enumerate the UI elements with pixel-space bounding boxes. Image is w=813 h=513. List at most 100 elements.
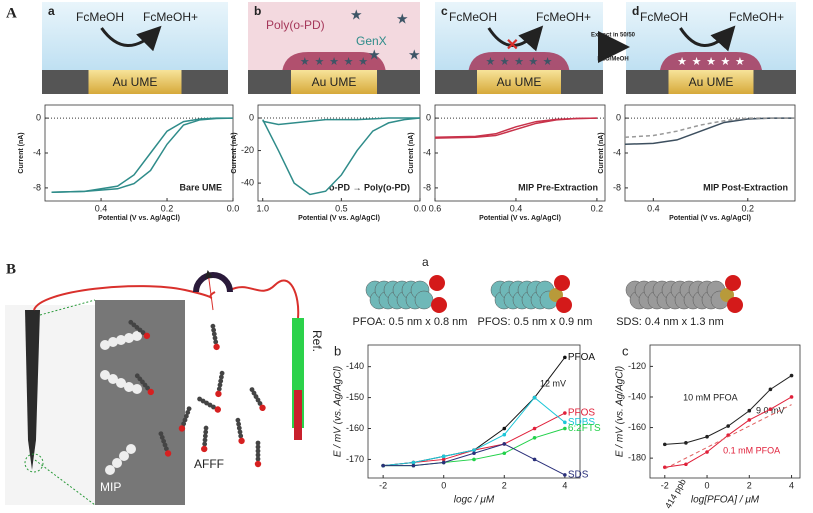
atom: [255, 456, 261, 462]
atom: [211, 404, 216, 410]
atom: [207, 402, 213, 408]
annotation: o-PD → Poly(o-PD): [329, 182, 410, 192]
template-star: ★: [408, 47, 421, 63]
marker: [563, 473, 567, 477]
y-tick-label: -160: [346, 423, 364, 433]
y-axis-title: Current (nA): [408, 132, 415, 173]
series-label: PFOA: [568, 352, 596, 363]
x-tick-label: -2: [661, 480, 669, 490]
x-tick-label: 1.0: [256, 203, 269, 213]
x-axis-title: Potential (V vs. Ag/AgCl): [479, 215, 561, 222]
marker: [441, 457, 446, 462]
marker: [532, 435, 537, 440]
template-star: ★: [396, 11, 409, 27]
mip-label: MIP: [100, 480, 121, 494]
series-label: 6:2FTS: [568, 423, 601, 434]
y-axis-title: Current (nA): [598, 132, 605, 173]
x-tick-label: 0.4: [510, 203, 523, 213]
electrode-label: Au UME: [113, 75, 158, 89]
reactant: FcMeOH: [449, 10, 497, 24]
marker: [705, 450, 709, 454]
head: [201, 445, 208, 453]
atom: [251, 390, 257, 396]
template-star: ★: [314, 56, 324, 68]
atom: [255, 448, 261, 454]
atom: [185, 410, 191, 415]
head: [429, 275, 445, 291]
plot-frame: [257, 104, 421, 202]
series-line: [262, 117, 420, 126]
reactant: FcMeOH: [76, 10, 124, 24]
panel-label: a: [48, 4, 55, 18]
atom: [218, 374, 224, 380]
atom: [212, 335, 218, 341]
electrode-label: Au UME: [312, 75, 357, 89]
atom: [238, 433, 244, 439]
series-label: SDBS: [568, 417, 596, 428]
marker: [789, 395, 794, 399]
charts: 0.4 0.2 0.0 0 -4 -8 Potential (V vs. Ag/AgCl) C…: [18, 104, 801, 510]
series-line: [383, 396, 566, 467]
atom: [202, 441, 208, 447]
marker: [532, 426, 537, 431]
atom: [145, 385, 150, 391]
atom: [255, 452, 261, 458]
atom: [182, 417, 188, 423]
atom: [203, 429, 209, 435]
head: [213, 343, 220, 351]
head: [431, 297, 447, 313]
sensor-schematic: MIP AFFF Ref.: [5, 270, 324, 506]
marker: [502, 451, 507, 456]
product: FcMeOH+: [143, 10, 198, 24]
atom: [202, 433, 208, 439]
series-line: [262, 117, 421, 196]
atom: [183, 413, 189, 419]
marker: [563, 355, 567, 360]
series-label: PFOS: [568, 408, 596, 419]
series-line: [51, 117, 233, 194]
y-tick-label: -4: [33, 147, 41, 157]
electrode: [477, 70, 561, 94]
atom: [255, 440, 261, 446]
surfactant: [197, 396, 221, 413]
marker: [684, 441, 688, 445]
surfactant: [134, 373, 154, 396]
marker: [441, 460, 446, 465]
atom: [236, 425, 242, 431]
x-tick-label: 0.4: [647, 203, 660, 213]
x-tick-label: 0.2: [161, 203, 174, 213]
marker: [532, 395, 537, 400]
head: [215, 390, 222, 398]
atom: [163, 446, 169, 452]
x-tick-label: -2: [379, 480, 387, 490]
x-tick-label: 0.0: [414, 203, 427, 213]
atom: [140, 330, 146, 335]
atom: [257, 401, 263, 406]
y-tick-label: 0: [249, 112, 254, 122]
reaction-arrow: [487, 25, 544, 52]
x-tick-label: 0.2: [591, 203, 604, 213]
molecule-label: SDS: 0.4 nm x 1.3 nm: [616, 316, 724, 328]
reaction-arrow: [679, 25, 736, 52]
y-tick-label: 0: [36, 112, 41, 122]
ref-label: Ref.: [310, 330, 324, 352]
atom: [181, 421, 187, 427]
extraction-text: H2O/MeOH: [597, 57, 628, 63]
electrode: [668, 70, 754, 94]
y-tick-label: -4: [423, 147, 431, 157]
y-tick-label: -120: [628, 361, 646, 371]
surfactant: [201, 425, 209, 453]
template-star: ★: [514, 56, 524, 68]
atom: [219, 370, 225, 376]
atom: [218, 378, 224, 384]
atom: [202, 437, 208, 443]
template-star: ★: [368, 47, 381, 63]
surfactant: [128, 319, 151, 339]
annotation: MIP Pre-Extraction: [518, 182, 598, 192]
head: [143, 332, 151, 339]
x-axis-title: logc / μM: [454, 495, 495, 506]
marker: [472, 457, 476, 462]
marker: [411, 460, 416, 465]
marker: [747, 418, 752, 422]
